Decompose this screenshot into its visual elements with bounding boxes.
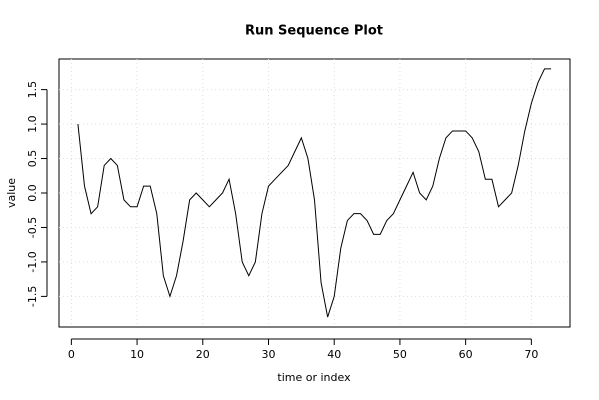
y-tick-label: 0.0 [26,184,39,202]
chart-title: Run Sequence Plot [245,24,383,39]
y-tick-label: 1.5 [26,81,39,99]
x-tick-label: 10 [130,348,144,361]
y-tick-label: -1.0 [26,251,39,272]
x-axis-label: time or index [277,371,351,384]
y-tick-label: -0.5 [26,217,39,238]
y-tick-label: 0.5 [26,150,39,168]
x-tick-label: 50 [393,348,407,361]
x-tick-label: 0 [68,348,75,361]
data-line [77,68,552,318]
x-tick-label: 40 [327,348,341,361]
x-tick-label: 60 [459,348,473,361]
x-tick-label: 30 [261,348,275,361]
y-tick-label: -1.5 [26,286,39,307]
x-tick-label: 20 [196,348,210,361]
x-tick-label: 70 [524,348,538,361]
y-axis-label: value [5,178,18,208]
y-tick-label: 1.0 [26,115,39,133]
